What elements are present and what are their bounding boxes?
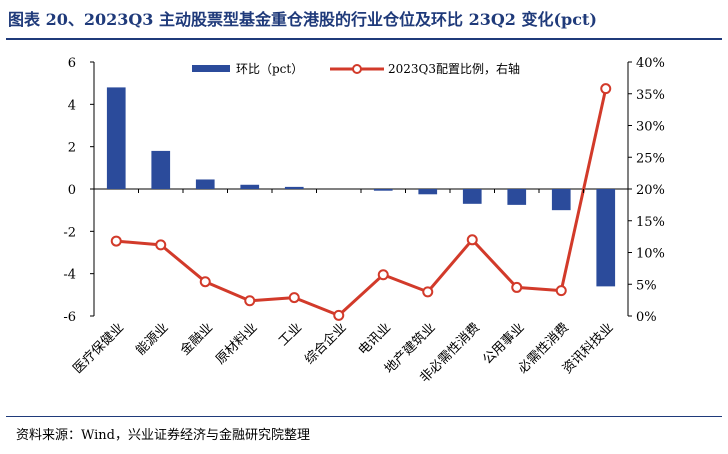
series-line: [116, 88, 608, 317]
bar-必需性消费: [551, 189, 571, 211]
legend-bar-label: 环比（pct）: [236, 62, 303, 76]
line-point-必需性消费: [555, 285, 567, 297]
x-tick-label: 原材料业: [213, 320, 260, 367]
bar-资讯科技业: [596, 189, 616, 287]
right-tick-label: 10%: [636, 247, 665, 262]
right-tick-label: 30%: [636, 120, 665, 135]
right-tick-label: 20%: [636, 183, 665, 198]
right-tick-label: 40%: [636, 56, 665, 71]
line-point-非必需性消费: [466, 234, 478, 246]
line-point-综合企业: [333, 309, 345, 321]
legend: 环比（pct） 2023Q3配置比例，右轴: [192, 61, 520, 76]
x-tick-label: 医疗保健业: [70, 320, 127, 377]
right-tick-label: 25%: [636, 151, 665, 166]
source-rule: [6, 416, 722, 417]
left-tick-label: -4: [63, 268, 76, 283]
bar-原材料业: [240, 184, 260, 189]
line-point-工业: [288, 292, 300, 304]
line-point-医疗保健业: [110, 235, 122, 247]
left-tick-label: 2: [68, 141, 76, 156]
line-point-金融业: [199, 276, 211, 288]
legend-line-marker: [352, 64, 362, 74]
line-point-能源业: [155, 239, 167, 251]
line-point-公用事业: [511, 281, 523, 293]
left-tick-label: 0: [68, 183, 76, 198]
line-point-资讯科技业: [600, 83, 612, 95]
page-title: 图表 20、2023Q3 主动股票型基金重仓港股的行业仓位及环比 23Q2 变化…: [8, 10, 597, 29]
line-point-原材料业: [244, 295, 256, 307]
right-tick-label: 5%: [636, 278, 657, 293]
x-tick-label: 电讯业: [356, 320, 394, 358]
line-point-电讯业: [377, 269, 389, 281]
bar-金融业: [195, 179, 215, 189]
x-tick-label: 综合企业: [301, 320, 349, 368]
right-tick-label: 35%: [636, 88, 665, 103]
bar-工业: [284, 186, 304, 189]
bar-非必需性消费: [462, 189, 482, 204]
left-tick-label: 4: [68, 98, 76, 113]
x-tick-label: 金融业: [177, 320, 216, 359]
bar-电讯业: [373, 189, 393, 191]
legend-bar-swatch: [192, 65, 230, 72]
left-tick-label: -2: [63, 225, 76, 240]
right-tick-label: 0%: [636, 310, 657, 325]
x-tick-label: 工业: [276, 320, 305, 349]
legend-line-label: 2023Q3配置比例，右轴: [388, 61, 520, 76]
right-tick-label: 15%: [636, 215, 665, 230]
bar-医疗保健业: [106, 87, 126, 189]
title-rule: [6, 38, 722, 40]
bar-公用事业: [507, 189, 527, 205]
left-tick-label: -6: [63, 310, 76, 325]
x-tick-label: 能源业: [133, 320, 171, 358]
bar-地产建筑业: [418, 189, 438, 195]
left-tick-label: 6: [68, 56, 76, 71]
bar-能源业: [151, 150, 171, 189]
source-note: 资料来源：Wind，兴业证券经济与金融研究院整理: [16, 428, 310, 443]
line-point-地产建筑业: [422, 286, 434, 298]
